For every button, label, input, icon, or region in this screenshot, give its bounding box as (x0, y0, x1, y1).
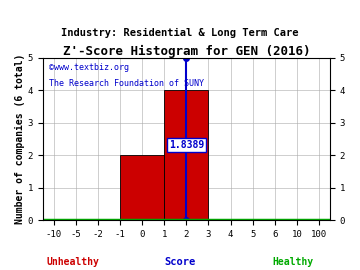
Text: Score: Score (165, 257, 195, 267)
Y-axis label: Number of companies (6 total): Number of companies (6 total) (15, 54, 25, 224)
Text: The Research Foundation of SUNY: The Research Foundation of SUNY (49, 79, 204, 88)
Bar (120, 155, 164, 220)
Text: Industry: Residential & Long Term Care: Industry: Residential & Long Term Care (61, 28, 299, 38)
Bar (164, 90, 208, 220)
Text: ©www.textbiz.org: ©www.textbiz.org (49, 63, 129, 72)
Text: 1.8389: 1.8389 (169, 140, 204, 150)
Title: Z'-Score Histogram for GEN (2016): Z'-Score Histogram for GEN (2016) (63, 45, 310, 58)
Text: Unhealthy: Unhealthy (47, 257, 100, 267)
Text: Healthy: Healthy (272, 257, 313, 267)
